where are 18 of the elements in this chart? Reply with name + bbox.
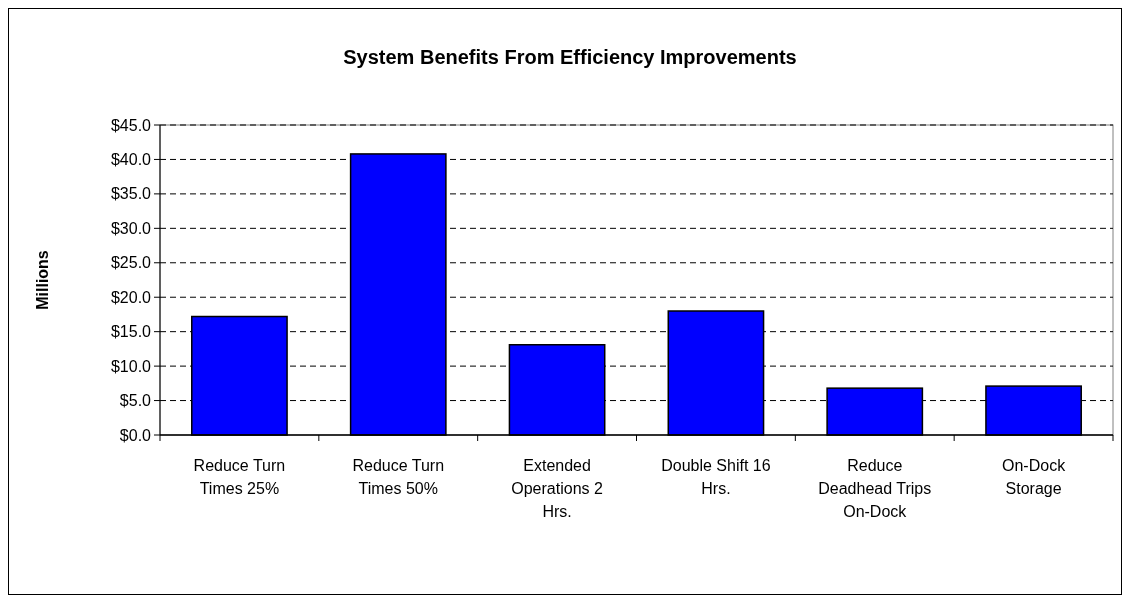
y-tick-label: $15.0 — [110, 323, 152, 341]
y-tick-label: $40.0 — [110, 151, 152, 169]
y-tick-label: $10.0 — [110, 357, 152, 375]
y-tick-label: $5.0 — [119, 392, 152, 410]
chart-title: System Benefits From Efficiency Improvements — [343, 46, 797, 68]
y-tick-label: $20.0 — [110, 288, 152, 306]
x-tick-label: Extended Operations 2 Hrs. — [511, 457, 603, 520]
y-tick-label: $0.0 — [119, 426, 152, 444]
y-tick-label: $35.0 — [110, 185, 152, 203]
x-tick-label: Reduce Turn Times 50% — [352, 457, 445, 497]
x-tick-label: Double Shift 16 Hrs. — [661, 457, 771, 497]
y-tick-label: $30.0 — [110, 219, 152, 237]
x-tick-label: Reduce Deadhead Trips On-Dock — [818, 457, 932, 520]
y-axis-title: Millions — [34, 250, 51, 310]
x-tick-label: On-Dock Storage — [1002, 457, 1067, 497]
x-tick-label: Reduce Turn Times 25% — [193, 457, 286, 497]
y-tick-label: $45.0 — [110, 116, 152, 134]
y-tick-label: $25.0 — [110, 254, 152, 272]
